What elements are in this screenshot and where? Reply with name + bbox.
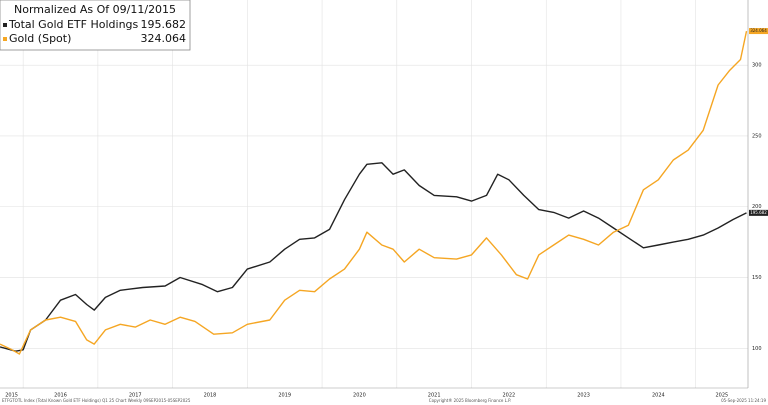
last-value-tag bbox=[749, 209, 768, 216]
series-line bbox=[0, 30, 748, 355]
x-tick-label: 2016 bbox=[54, 393, 67, 399]
series-line bbox=[0, 162, 747, 352]
y-tick-label: 100 bbox=[752, 346, 762, 352]
x-tick-label: 2025 bbox=[715, 393, 728, 399]
legend-swatch bbox=[3, 37, 7, 41]
last-value-label: 324.064 bbox=[750, 28, 767, 33]
x-tick-label: 2023 bbox=[577, 393, 590, 399]
last-value-label: 195.682 bbox=[750, 210, 767, 215]
legend-swatch bbox=[3, 23, 7, 27]
legend-title: Normalized As Of 09/11/2015 bbox=[14, 3, 176, 16]
x-tick-label: 2019 bbox=[278, 393, 291, 399]
legend-value: 195.682 bbox=[141, 18, 187, 31]
footer-right: 05-Sep-2025 11:24:19 bbox=[721, 398, 766, 403]
y-tick-label: 300 bbox=[752, 63, 762, 69]
x-tick-label: 2015 bbox=[5, 393, 18, 399]
y-tick-label: 200 bbox=[752, 204, 762, 210]
last-value-tag bbox=[749, 28, 768, 35]
x-tick-label: 2017 bbox=[129, 393, 142, 399]
y-tick-label: 250 bbox=[752, 133, 762, 139]
legend-box bbox=[0, 0, 191, 51]
grid bbox=[0, 0, 748, 388]
y-tick-label: 150 bbox=[752, 275, 762, 281]
x-tick-label: 2021 bbox=[428, 393, 441, 399]
footer-center: Copyright® 2025 Bloomberg Finance L.P. bbox=[429, 398, 511, 403]
x-tick-label: 2024 bbox=[652, 393, 665, 399]
legend-value: 324.064 bbox=[141, 32, 187, 45]
legend-label: Total Gold ETF Holdings bbox=[8, 18, 139, 31]
legend: Normalized As Of 09/11/2015 Total Gold E… bbox=[0, 0, 191, 51]
footer-left: ETFGTOTL Index (Total Known Gold ETF Hol… bbox=[2, 398, 191, 403]
x-tick-label: 2022 bbox=[503, 393, 516, 399]
x-tick-label: 2018 bbox=[204, 393, 217, 399]
plot bbox=[0, 30, 748, 355]
x-tick-label: 2020 bbox=[353, 393, 366, 399]
legend-label: Gold (Spot) bbox=[9, 32, 71, 45]
